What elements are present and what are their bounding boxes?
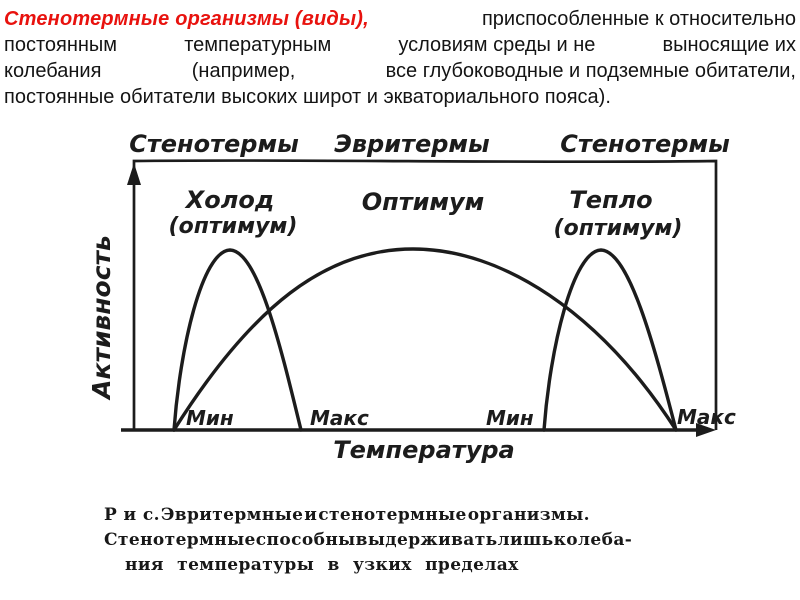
baseline-label-max-1: Макс [310,406,369,430]
top-label-eurytherms: Эвритермы [334,130,490,158]
caption-word: организмы. [467,505,590,525]
intro-line2-word: температурным [184,34,332,56]
y-axis-title: Активность [87,235,116,401]
baseline-label-min-1: Мин [186,406,234,430]
intro-line2-word: выносящие их [662,34,796,56]
intro-line-2: постоянным температурным условиям среды … [4,32,796,58]
caption-word: способны [255,530,356,550]
plot-box-border [132,159,718,430]
intro-line-3: колебания (например, все глубоководные и… [4,58,796,84]
caption-word: Стенотермные [104,530,256,550]
caption-word: выдерживать [355,530,498,550]
intro-paragraph: Стенотермные организмы (виды), приспособ… [4,6,796,110]
caption-line-2: Стенотермные способны выдерживать лишь к… [104,528,632,553]
baseline-label-min-2: Мин [486,406,534,430]
baseline-label-max-2: Макс [677,405,736,429]
caption-fig-word: Р и с. [104,505,160,525]
intro-line-4: постоянные обитатели высоких широт и экв… [4,86,611,108]
x-axis-arrow-icon [696,423,716,437]
top-label-stenotherms-left: Стенотермы [129,130,299,158]
top-label-stenotherms-right: Стенотермы [560,130,730,158]
caption-word: лишь [497,530,554,550]
zone-label-warm: Тепло [569,186,652,214]
x-axis-title: Температура [333,436,514,464]
zone-label-warm-optimum: (оптимум) [554,216,683,241]
zone-label-cold-optimum: (оптимум) [169,214,298,239]
intro-line3-word: (например, [191,60,296,82]
eurytherm-curve [172,247,678,432]
caption-line-3: ния температуры в узких пределах [125,555,519,575]
zone-label-cold: Холод [184,186,274,214]
zone-label-optimum: Оптимум [362,188,485,216]
intro-line2-word: условиям среды и не [398,34,596,56]
warm-stenotherm-curve [542,248,678,432]
temperature-activity-diagram: Стенотермы Эвритермы Стенотермы Холод (о… [87,130,736,464]
caption-word: и [304,505,318,525]
y-axis-arrow-icon [127,163,141,185]
caption-word: колеба- [553,530,633,550]
intro-red-heading: Стенотермные организмы (виды), [4,8,369,30]
intro-line3-word: все глубоководные и подземные обитатели, [385,60,796,82]
caption-word: Эвритермные [160,505,304,525]
cold-stenotherm-curve [172,248,303,432]
intro-line2-word: постоянным [4,34,118,56]
intro-line1-rest: приспособленные к относительно [481,8,796,30]
figure-caption: Р и с. Эвритермные и стенотермные органи… [104,503,632,578]
caption-word: стенотермные [318,505,467,525]
intro-line-1: Стенотермные организмы (виды), приспособ… [4,6,796,32]
caption-line-1: Р и с. Эвритермные и стенотермные органи… [104,503,590,528]
intro-line3-word: колебания [4,60,102,82]
